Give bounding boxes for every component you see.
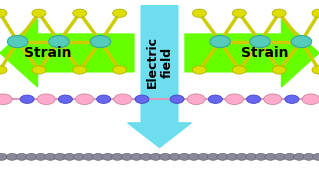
Circle shape [37, 94, 55, 105]
Circle shape [97, 95, 111, 103]
Circle shape [0, 66, 7, 74]
Circle shape [232, 66, 246, 74]
Circle shape [208, 95, 222, 103]
Circle shape [210, 36, 230, 48]
Circle shape [272, 9, 286, 17]
Circle shape [247, 95, 261, 103]
Circle shape [179, 153, 190, 160]
Polygon shape [185, 19, 319, 87]
Circle shape [187, 94, 205, 105]
Circle shape [192, 9, 206, 17]
Circle shape [54, 153, 66, 160]
Circle shape [226, 153, 238, 160]
Circle shape [58, 95, 72, 103]
Circle shape [35, 153, 47, 160]
Circle shape [170, 95, 184, 103]
Circle shape [250, 36, 270, 48]
Circle shape [20, 95, 34, 103]
Circle shape [232, 9, 246, 17]
Circle shape [135, 95, 149, 103]
Circle shape [90, 36, 111, 48]
Circle shape [32, 66, 46, 74]
Circle shape [6, 153, 18, 160]
Circle shape [265, 153, 276, 160]
Text: Electric
field: Electric field [145, 36, 174, 88]
Circle shape [285, 95, 299, 103]
Circle shape [32, 9, 46, 17]
Circle shape [302, 94, 319, 105]
Circle shape [140, 153, 152, 160]
Circle shape [272, 66, 286, 74]
Circle shape [236, 153, 248, 160]
Circle shape [303, 153, 315, 160]
Circle shape [246, 153, 257, 160]
Circle shape [113, 9, 127, 17]
Circle shape [73, 66, 87, 74]
Text: Strain: Strain [241, 46, 288, 60]
Circle shape [73, 9, 87, 17]
Circle shape [76, 94, 93, 105]
Circle shape [255, 153, 267, 160]
Circle shape [169, 153, 181, 160]
Circle shape [291, 36, 312, 48]
Circle shape [198, 153, 209, 160]
Circle shape [16, 153, 27, 160]
Polygon shape [0, 19, 134, 87]
Circle shape [73, 153, 85, 160]
Circle shape [121, 153, 133, 160]
Circle shape [0, 153, 7, 160]
Circle shape [83, 153, 94, 160]
Circle shape [64, 153, 75, 160]
Circle shape [7, 36, 28, 48]
Circle shape [284, 153, 295, 160]
Circle shape [102, 153, 114, 160]
Text: Strain: Strain [24, 46, 71, 60]
Circle shape [217, 153, 228, 160]
Circle shape [160, 153, 171, 160]
Circle shape [131, 153, 142, 160]
Circle shape [114, 94, 132, 105]
Circle shape [192, 66, 206, 74]
Circle shape [188, 153, 200, 160]
Circle shape [112, 153, 123, 160]
Circle shape [93, 153, 104, 160]
Circle shape [0, 94, 12, 105]
Circle shape [207, 153, 219, 160]
Polygon shape [128, 6, 191, 147]
Circle shape [150, 153, 161, 160]
Circle shape [113, 66, 127, 74]
Circle shape [293, 153, 305, 160]
Circle shape [313, 153, 319, 160]
Circle shape [274, 153, 286, 160]
Circle shape [49, 36, 69, 48]
Circle shape [26, 153, 37, 160]
Circle shape [312, 66, 319, 74]
Circle shape [226, 94, 243, 105]
Circle shape [312, 9, 319, 17]
Circle shape [264, 94, 282, 105]
Circle shape [45, 153, 56, 160]
Circle shape [0, 9, 7, 17]
